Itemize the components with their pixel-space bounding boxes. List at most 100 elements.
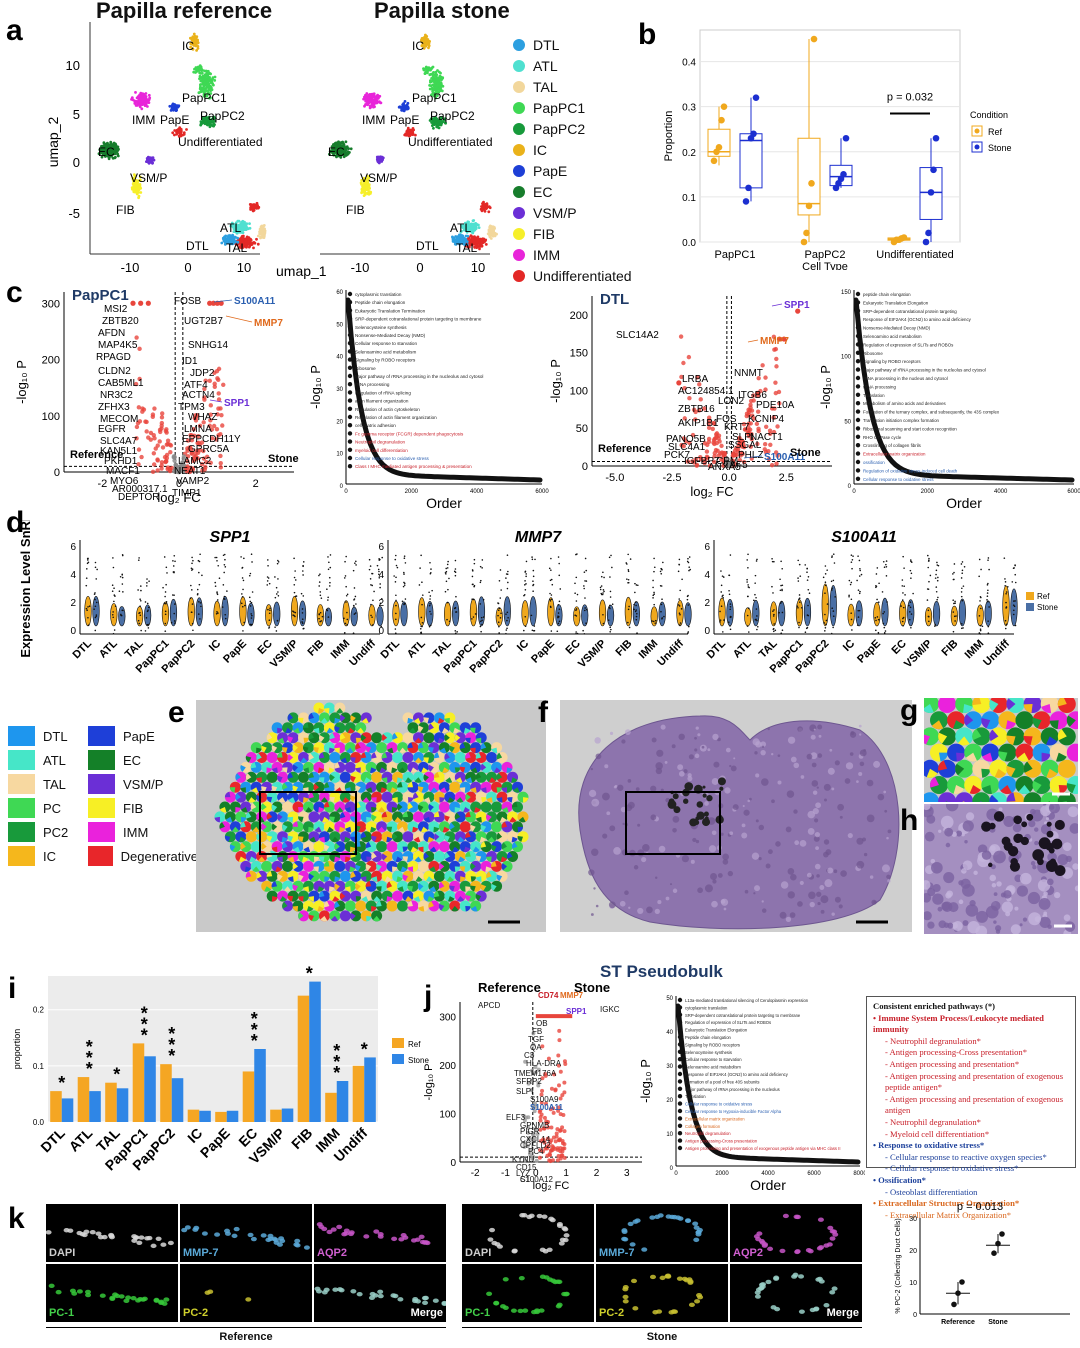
umap-point <box>203 76 207 80</box>
violin-point <box>293 557 295 560</box>
y-tick-label: 2 <box>70 598 76 609</box>
violin-point <box>201 574 203 577</box>
umap-point <box>179 134 182 138</box>
violin-point <box>1012 613 1015 616</box>
volcano-point <box>209 427 215 432</box>
box-point <box>842 134 850 142</box>
violin-point <box>164 622 167 625</box>
umap-point <box>226 238 230 242</box>
violin-point <box>147 609 149 611</box>
violin-point <box>223 553 226 556</box>
x-axis-label: log₂ FC <box>157 490 200 505</box>
violin-point <box>954 620 956 622</box>
gene-label: SLPI <box>732 432 754 443</box>
legend-swatch <box>513 269 525 282</box>
violin-point <box>755 596 757 599</box>
umap-point <box>192 41 196 45</box>
volcano-point <box>139 454 144 460</box>
umap-point <box>459 241 463 245</box>
gene-label: ZBTB20 <box>102 316 139 327</box>
volcano-point <box>218 431 223 437</box>
violin-point <box>243 621 246 624</box>
umap-point <box>433 82 437 85</box>
violin-point <box>147 606 150 609</box>
umap-point <box>207 78 211 82</box>
violin-point <box>472 598 475 601</box>
umap-point <box>492 230 496 234</box>
violin-point <box>961 561 964 563</box>
volcano-point <box>767 431 773 437</box>
violin-point <box>454 574 457 577</box>
violin-point <box>378 558 380 560</box>
violin-point <box>269 609 271 612</box>
violin-point <box>531 556 533 558</box>
legend-label: IC <box>43 848 56 864</box>
violin-point <box>909 569 912 572</box>
violin-point <box>86 559 89 561</box>
box-point <box>752 94 760 101</box>
umap-point <box>213 119 216 123</box>
volcano-point <box>210 436 215 441</box>
violin-point <box>420 625 422 628</box>
label-arrow <box>743 455 763 459</box>
umap-point <box>234 235 237 239</box>
pathway-term: Eukaryotic Translation Termination <box>355 308 426 313</box>
violin-point <box>88 605 91 607</box>
order-curve <box>345 297 543 483</box>
umap-point <box>132 179 136 183</box>
volcano-point <box>211 423 217 429</box>
term-point <box>855 451 861 456</box>
violin-point <box>857 555 859 557</box>
violin-point <box>523 584 526 586</box>
umap-cluster-label: FIB <box>346 203 365 217</box>
violin-point <box>532 569 535 572</box>
order-curve <box>853 297 1075 483</box>
violin-point <box>779 602 782 604</box>
panel-label-e: e <box>168 696 185 729</box>
violin-point <box>746 581 748 583</box>
volcano-point <box>748 405 753 410</box>
violin-point <box>480 630 482 633</box>
violin-point <box>191 589 193 591</box>
umap-point <box>479 241 482 245</box>
violin-point <box>506 554 509 556</box>
violin-point <box>585 622 587 625</box>
legend-label: PC <box>43 800 62 816</box>
violin-point <box>85 577 88 579</box>
violin-point <box>849 583 852 586</box>
gene-highlight: SPP1 <box>224 398 250 409</box>
violin-point <box>826 569 828 571</box>
legend-label: TAL <box>533 78 558 95</box>
violin-point <box>574 592 576 595</box>
legend-key <box>1026 603 1034 611</box>
umap-point <box>220 241 224 245</box>
violin-shape <box>444 601 452 627</box>
pathway-term: Metabolism of amino acids and derivative… <box>863 401 947 406</box>
umap-point <box>378 157 382 161</box>
violin-point <box>746 595 749 598</box>
umap-point <box>474 227 478 231</box>
violin-point <box>327 556 329 558</box>
violin-point <box>935 573 937 576</box>
violin-point <box>250 617 253 619</box>
violin-point <box>274 596 277 599</box>
violin-point <box>585 569 588 572</box>
violin-point <box>634 591 636 594</box>
umap-point <box>442 118 446 122</box>
umap-point <box>444 121 447 125</box>
volcano-point <box>681 443 686 449</box>
violin-point <box>525 583 527 585</box>
y-axis-label: -log₁₀ P <box>548 359 563 403</box>
spatial-legend-item: Degenerative <box>88 844 198 868</box>
umap-point <box>202 92 206 96</box>
pathway-term: Regulation of expression of SLITs and RO… <box>863 342 954 347</box>
violin-point <box>550 578 553 581</box>
umap-point <box>205 94 209 98</box>
volcano-point <box>185 454 191 459</box>
umap-point <box>337 140 340 144</box>
violin-point <box>677 604 680 606</box>
umap-point <box>108 147 112 151</box>
violin-point <box>755 608 758 610</box>
